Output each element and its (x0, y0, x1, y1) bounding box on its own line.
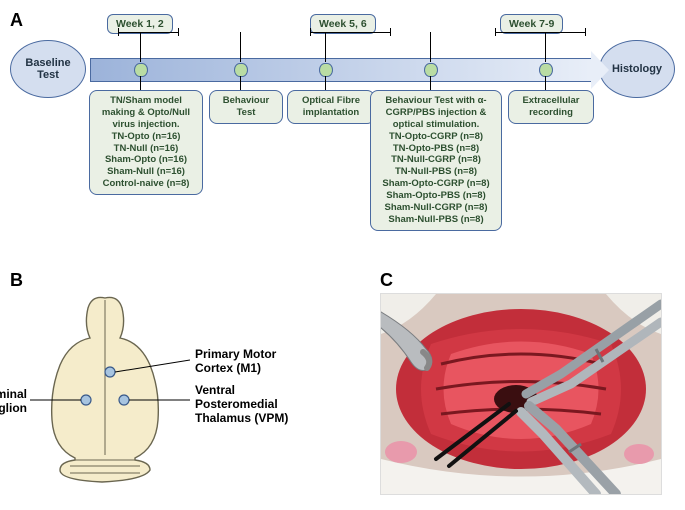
panel-a-label: A (10, 10, 23, 31)
timeline-arrow (90, 58, 592, 82)
desc-box: Extracellularrecording (508, 90, 594, 124)
desc-line: Sham-Opto-PBS (n=8) (376, 190, 496, 202)
desc-line: making & Opto/Null (95, 107, 197, 119)
panel-b: B Primary Motor Cortex (M1) Ventral Post… (10, 275, 360, 500)
desc-line: implantation (293, 107, 369, 119)
baseline-ellipse: Baseline Test (10, 40, 86, 98)
desc-line: Sham-Null-CGRP (n=8) (376, 202, 496, 214)
desc-line: Sham-Opto (n=16) (95, 154, 197, 166)
tick (118, 28, 119, 36)
box-connector (430, 76, 431, 90)
node-connector (325, 32, 326, 62)
desc-line: Sham-Null-PBS (n=8) (376, 214, 496, 226)
timeline-node (424, 63, 438, 77)
box-connector (240, 76, 241, 90)
desc-line: TN-Null-PBS (n=8) (376, 166, 496, 178)
desc-line: Behaviour Test with α- (376, 95, 496, 107)
desc-line: Behaviour (215, 95, 277, 107)
box-connector (545, 76, 546, 90)
node-connector (430, 32, 431, 62)
panel-b-label: B (10, 270, 23, 291)
tick (178, 28, 179, 36)
desc-line: optical stimulation. (376, 119, 496, 131)
desc-line: recording (514, 107, 588, 119)
week-hline (495, 32, 585, 33)
desc-line: Optical Fibre (293, 95, 369, 107)
node-connector (545, 32, 546, 62)
desc-box: Optical Fibreimplantation (287, 90, 375, 124)
dot-tg (81, 395, 91, 405)
tick (310, 28, 311, 36)
blob-r (624, 444, 654, 464)
surgical-photo (380, 293, 662, 495)
week-hline (118, 32, 178, 33)
tick (495, 28, 496, 36)
timeline-node (134, 63, 148, 77)
week-label: Week 7-9 (500, 14, 563, 34)
timeline-node (234, 63, 248, 77)
week-hline (310, 32, 390, 33)
baseline-text: Baseline Test (25, 57, 70, 81)
desc-line: TN-Null-CGRP (n=8) (376, 154, 496, 166)
tick (585, 28, 586, 36)
desc-line: virus injection. (95, 119, 197, 131)
label-tg: Trigeminal Ganglion (0, 387, 27, 415)
desc-line: TN-Opto-PBS (n=8) (376, 143, 496, 155)
desc-box: TN/Sham modelmaking & Opto/Nullvirus inj… (89, 90, 203, 195)
box-connector (325, 76, 326, 90)
panel-c-label: C (380, 270, 393, 291)
dot-m1 (105, 367, 115, 377)
desc-line: TN-Opto-CGRP (n=8) (376, 131, 496, 143)
panel-c: C (380, 275, 670, 500)
node-connector (140, 32, 141, 62)
desc-line: TN/Sham model (95, 95, 197, 107)
desc-line: Sham-Opto-CGRP (n=8) (376, 178, 496, 190)
desc-line: Extracellular (514, 95, 588, 107)
histology-text: Histology (612, 63, 662, 75)
dot-vpm (119, 395, 129, 405)
panel-a: A Baseline Test Histology Week 1, 2 Week … (10, 10, 675, 270)
desc-line: TN-Null (n=16) (95, 143, 197, 155)
timeline-node (539, 63, 553, 77)
week-label: Week 1, 2 (107, 14, 173, 34)
node-connector (240, 32, 241, 62)
figure-container: A Baseline Test Histology Week 1, 2 Week … (10, 10, 675, 500)
desc-line: TN-Opto (n=16) (95, 131, 197, 143)
histology-ellipse: Histology (599, 40, 675, 98)
desc-line: Control-naive (n=8) (95, 178, 197, 190)
brain-diagram (30, 290, 190, 500)
week-label: Week 5, 6 (310, 14, 376, 34)
blob-l (385, 441, 417, 463)
desc-line: CGRP/PBS injection & (376, 107, 496, 119)
label-vpm: Ventral Posteromedial Thalamus (VPM) (195, 383, 288, 425)
box-connector (140, 76, 141, 90)
desc-line: Test (215, 107, 277, 119)
desc-box: BehaviourTest (209, 90, 283, 124)
tick (390, 28, 391, 36)
desc-line: Sham-Null (n=16) (95, 166, 197, 178)
desc-box: Behaviour Test with α-CGRP/PBS injection… (370, 90, 502, 231)
timeline-node (319, 63, 333, 77)
label-m1: Primary Motor Cortex (M1) (195, 347, 276, 375)
